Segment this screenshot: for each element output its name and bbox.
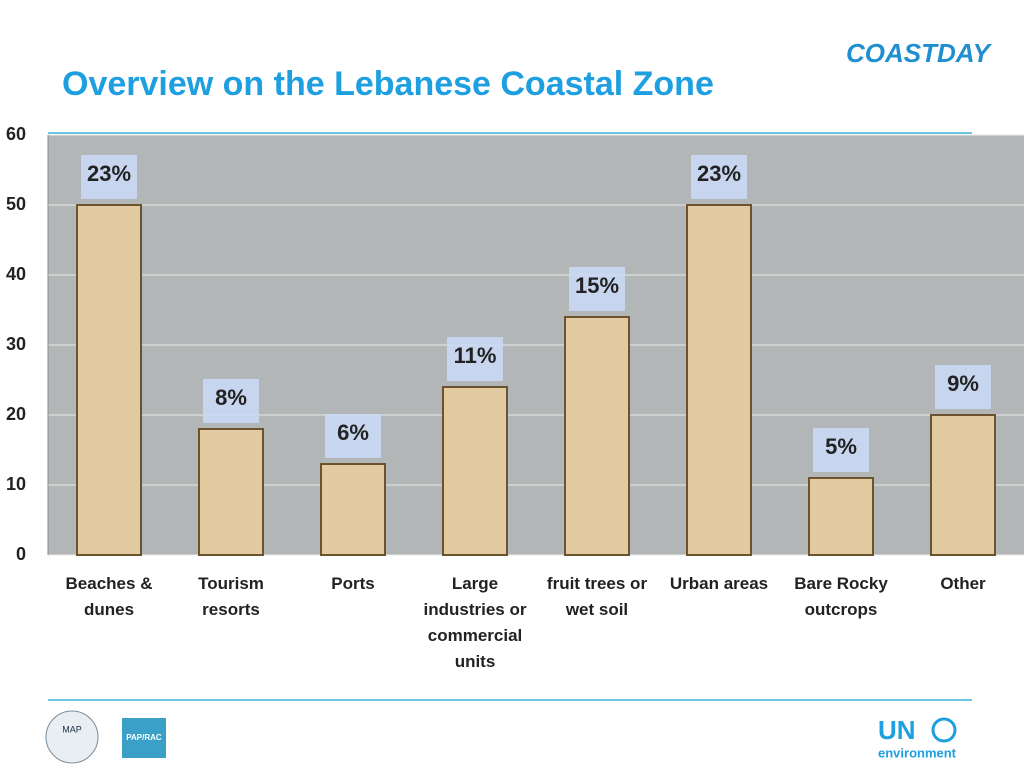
annotation: 5% bbox=[825, 434, 857, 459]
annotation: 8% bbox=[215, 385, 247, 410]
annotation-box bbox=[447, 337, 503, 381]
y-tick-label: 10 bbox=[6, 474, 26, 494]
y-tick-label: 30 bbox=[6, 334, 26, 354]
chart-title: Overview on the Lebanese Coastal Zone bbox=[62, 65, 714, 103]
x-tick-label: Tourism resorts bbox=[198, 574, 264, 619]
bar bbox=[442, 386, 508, 556]
logo bbox=[45, 710, 99, 764]
y-tick-label: 60 bbox=[6, 124, 26, 144]
x-tick-label: Other bbox=[940, 574, 986, 593]
annotation-box bbox=[813, 428, 869, 472]
x-tick-label: Beaches & dunes bbox=[65, 574, 153, 619]
logo: PAP/RAC bbox=[126, 733, 162, 742]
bar bbox=[76, 204, 142, 556]
x-tick-label: Ports bbox=[331, 574, 375, 593]
logo bbox=[122, 718, 166, 758]
bar bbox=[320, 463, 386, 556]
bar bbox=[686, 204, 752, 556]
annotation: 23% bbox=[87, 161, 131, 186]
annotation: 15% bbox=[575, 273, 619, 298]
bar bbox=[930, 414, 996, 556]
annotation-box bbox=[935, 365, 991, 409]
x-tick-label: Bare Rocky outcrops bbox=[794, 574, 888, 619]
y-tick-label: 40 bbox=[6, 264, 26, 284]
logo: environment bbox=[878, 745, 957, 760]
x-tick-label: Large industries or commercial units bbox=[423, 574, 527, 671]
bar bbox=[808, 477, 874, 556]
annotation: 9% bbox=[947, 371, 979, 396]
logo bbox=[931, 717, 957, 743]
bar bbox=[564, 316, 630, 556]
y-tick-label: 50 bbox=[6, 194, 26, 214]
annotation-box bbox=[81, 155, 137, 199]
logo: COASTDAY bbox=[846, 38, 993, 68]
annotation-box bbox=[203, 379, 259, 423]
y-tick-label: 0 bbox=[16, 544, 26, 564]
annotation-box bbox=[691, 155, 747, 199]
annotation: 11% bbox=[454, 343, 497, 368]
y-tick-label: 20 bbox=[6, 404, 26, 424]
x-tick-label: fruit trees or wet soil bbox=[546, 574, 648, 619]
logo: UN bbox=[878, 715, 916, 745]
annotation: 23% bbox=[697, 161, 741, 186]
annotation-box bbox=[569, 267, 625, 311]
logo: MAP bbox=[62, 724, 82, 734]
annotation-box bbox=[325, 414, 381, 458]
annotation: 6% bbox=[337, 420, 369, 445]
x-tick-label: Urban areas bbox=[669, 574, 769, 593]
bar bbox=[198, 428, 264, 556]
